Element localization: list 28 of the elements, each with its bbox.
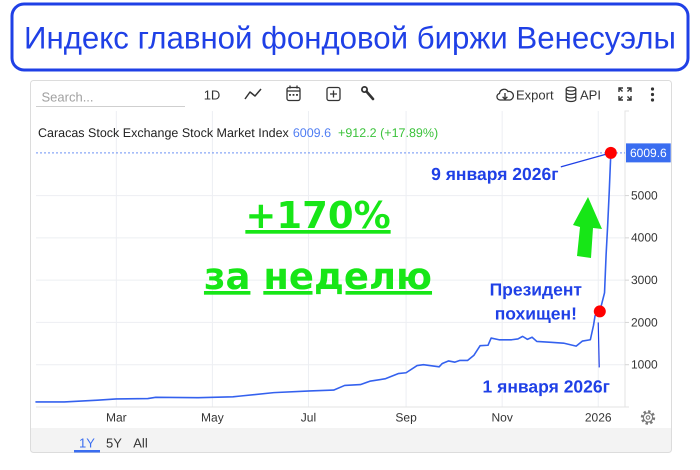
x-tick-label: Jul	[300, 410, 316, 425]
text: 5Y	[106, 436, 122, 450]
search-field: Search...	[36, 90, 186, 107]
annotation: Президент похищен!	[490, 279, 582, 324]
text: 1Y	[79, 436, 96, 450]
text: 1D	[204, 88, 220, 102]
y-tick-label: 3000	[631, 272, 658, 287]
chart-title: Индекс главной фондовой биржи Венесуэлы	[24, 20, 676, 56]
y-tick-label: 5000	[631, 188, 658, 202]
ref-line-label: 6009.6	[630, 146, 668, 160]
text: Caracas Stock Exchange Stock Market Index	[38, 126, 290, 140]
text: API	[580, 88, 601, 102]
text: Export	[516, 88, 554, 102]
annotation: 1 января 2026г	[482, 376, 610, 396]
x-tick-label: May	[201, 410, 224, 425]
y-tick-label: 2000	[631, 315, 658, 330]
y-tick-label: 1000	[631, 358, 658, 372]
annotation: +170%	[245, 194, 391, 237]
annotation: за неделю	[204, 255, 432, 298]
x-tick-label: Sep	[395, 410, 418, 425]
y-tick-label: 4000	[631, 230, 658, 245]
annotation: 9 января 2026г	[431, 164, 559, 184]
text: All	[133, 436, 148, 450]
x-tick-label: Mar	[106, 410, 127, 425]
annotation: +912.2 (+17.89%)	[338, 126, 438, 140]
x-tick-label: Nov	[491, 410, 513, 425]
annotation: 6009.6	[292, 126, 332, 140]
x-tick-label: 2026	[584, 410, 612, 425]
